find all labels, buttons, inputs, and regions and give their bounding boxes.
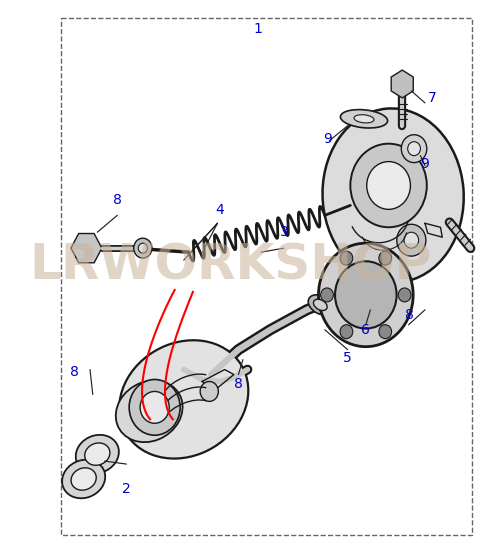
Text: 2: 2	[122, 482, 131, 496]
Text: 8: 8	[405, 308, 414, 322]
Text: 8: 8	[70, 364, 79, 378]
Text: 8: 8	[113, 193, 122, 207]
Circle shape	[398, 288, 411, 302]
Ellipse shape	[313, 299, 327, 310]
Circle shape	[140, 391, 169, 423]
Ellipse shape	[116, 381, 183, 442]
Circle shape	[319, 243, 413, 347]
Ellipse shape	[354, 115, 374, 123]
Circle shape	[379, 251, 392, 265]
Circle shape	[138, 243, 147, 253]
Ellipse shape	[119, 340, 248, 458]
Text: 5: 5	[343, 350, 352, 364]
Circle shape	[404, 232, 419, 248]
Circle shape	[351, 144, 427, 228]
Circle shape	[408, 141, 420, 155]
Text: 8: 8	[234, 377, 243, 391]
Circle shape	[401, 135, 427, 163]
Ellipse shape	[71, 468, 96, 490]
Text: 9: 9	[421, 157, 430, 170]
Ellipse shape	[85, 443, 110, 465]
Ellipse shape	[308, 295, 332, 315]
Circle shape	[397, 224, 426, 256]
Circle shape	[129, 380, 180, 435]
Text: 6: 6	[361, 323, 370, 337]
Circle shape	[379, 325, 392, 339]
Text: 4: 4	[216, 203, 224, 217]
Ellipse shape	[76, 435, 119, 473]
Text: 7: 7	[428, 91, 436, 105]
Circle shape	[340, 325, 353, 339]
Ellipse shape	[323, 108, 464, 282]
Circle shape	[367, 162, 410, 210]
Ellipse shape	[62, 459, 105, 498]
Ellipse shape	[340, 110, 387, 128]
Circle shape	[340, 251, 353, 265]
Circle shape	[321, 288, 333, 302]
Circle shape	[200, 381, 218, 401]
Text: LRWORKSHOP: LRWORKSHOP	[29, 241, 432, 290]
Circle shape	[335, 261, 397, 329]
Text: 9: 9	[323, 132, 332, 146]
Text: 3: 3	[279, 225, 288, 239]
Text: 1: 1	[253, 22, 262, 36]
Circle shape	[134, 238, 152, 258]
